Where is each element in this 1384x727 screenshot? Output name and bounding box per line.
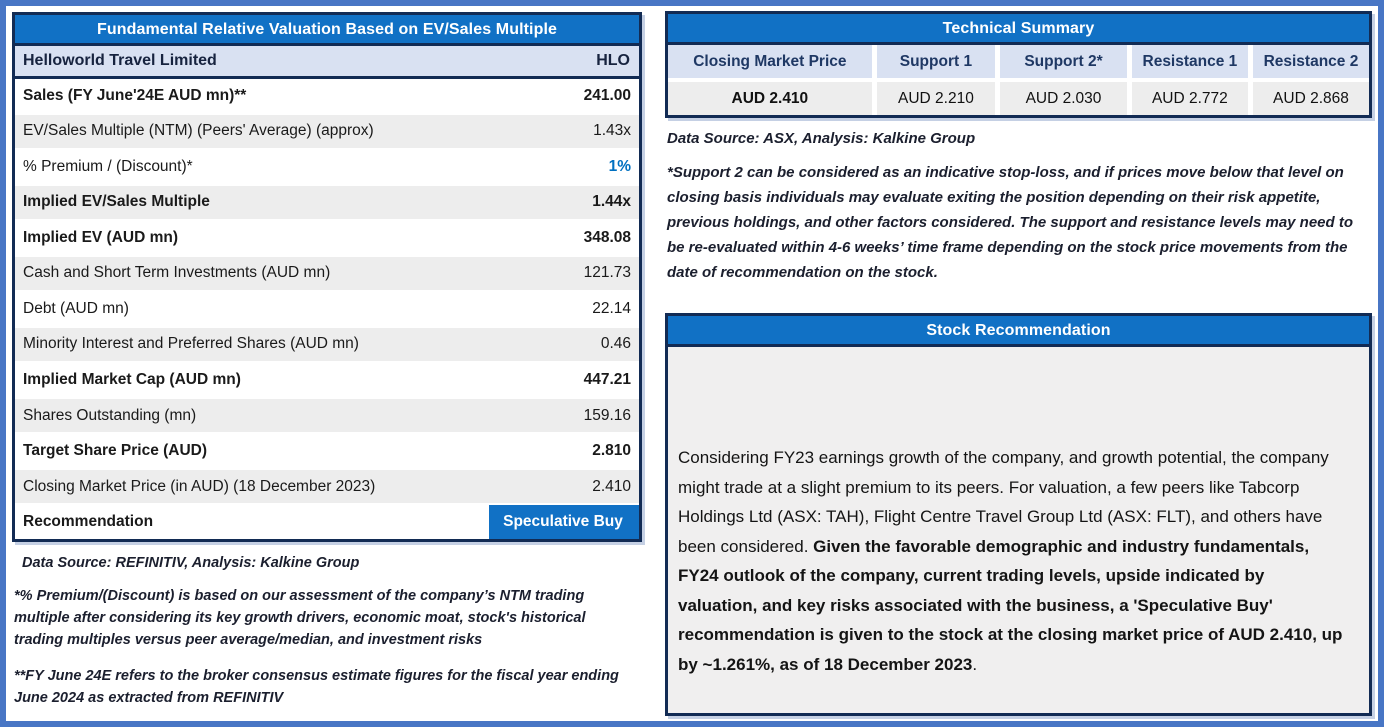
tech-value-cell: AUD 2.410: [668, 82, 872, 115]
row-label: % Premium / (Discount)*: [23, 157, 193, 175]
tech-column-header: Support 2*: [1000, 45, 1127, 78]
table-row: Implied Market Cap (AUD mn) 447.21: [15, 361, 639, 397]
stock-recommendation-title: Stock Recommendation: [668, 316, 1369, 347]
recommendation-badge: Speculative Buy: [489, 505, 639, 539]
row-value: 1.44x: [592, 193, 631, 211]
support-footnote: *Support 2 can be considered as an indic…: [667, 164, 1354, 281]
row-label: Recommendation: [23, 513, 154, 531]
row-label: Target Share Price (AUD): [23, 442, 208, 460]
recommendation-text-normal: Considering FY23 earnings growth of the …: [678, 448, 1329, 556]
row-value: 1%: [608, 157, 631, 175]
valuation-source-note: Data Source: REFINITIV, Analysis: Kalkin…: [22, 555, 360, 571]
table-row: Closing Market Price (in AUD) (18 Decemb…: [15, 467, 639, 504]
table-row: Target Share Price (AUD) 2.810: [15, 432, 639, 468]
table-row: EV/Sales Multiple (NTM) (Peers' Average)…: [15, 112, 639, 149]
row-label: Cash and Short Term Investments (AUD mn): [23, 264, 331, 282]
row-value: 22.14: [592, 299, 631, 317]
table-row: Sales (FY June'24E AUD mn)** 241.00: [15, 79, 639, 113]
row-value: 159.16: [583, 406, 631, 424]
table-row: Implied EV (AUD mn) 348.08: [15, 219, 639, 255]
row-value: 0.46: [600, 335, 631, 353]
tech-column-header: Support 1: [876, 45, 996, 78]
tech-value-cell: AUD 2.210: [876, 82, 996, 115]
recommendation-text-end: .: [972, 654, 978, 674]
valuation-notes: Data Source: REFINITIV, Analysis: Kalkin…: [12, 555, 634, 709]
row-label: Implied EV (AUD mn): [23, 228, 179, 246]
row-label: Sales (FY June'24E AUD mn)**: [23, 86, 247, 104]
tech-column-header: Closing Market Price: [668, 45, 872, 78]
valuation-rows: Sales (FY June'24E AUD mn)** 241.00 EV/Sal…: [15, 79, 639, 539]
table-row: Debt (AUD mn) 22.14: [15, 290, 639, 326]
row-value: 241.00: [583, 86, 631, 104]
row-label: Shares Outstanding (mn): [23, 406, 197, 424]
row-value: 447.21: [583, 371, 631, 389]
valuation-table-title: Fundamental Relative Valuation Based on …: [15, 15, 639, 46]
table-row: Minority Interest and Preferred Shares (…: [15, 325, 639, 362]
row-label: Implied EV/Sales Multiple: [23, 193, 210, 211]
row-value: 121.73: [583, 264, 631, 282]
recommendation-text-bold: Given the favorable demographic and indu…: [678, 536, 1343, 674]
fy-june-footnote: **FY June 24E refers to the broker conse…: [14, 668, 619, 706]
technical-summary-grid: Closing Market Price Support 1 Support 2* R…: [668, 45, 1369, 115]
tech-column-header: Resistance 1: [1131, 45, 1248, 78]
table-row: Implied EV/Sales Multiple 1.44x: [15, 183, 639, 220]
row-value: 2.810: [592, 442, 631, 460]
valuation-column: Fundamental Relative Valuation Based on …: [12, 11, 642, 716]
tech-column-header: Resistance 2: [1252, 45, 1369, 78]
premium-discount-footnote: *% Premium/(Discount) is based on our as…: [14, 588, 586, 648]
row-label: Implied Market Cap (AUD mn): [23, 371, 241, 389]
technical-summary-title: Technical Summary: [668, 14, 1369, 45]
row-value: 1.43x: [593, 122, 631, 140]
table-row: Shares Outstanding (mn) 159.16: [15, 396, 639, 433]
valuation-table: Fundamental Relative Valuation Based on …: [12, 12, 642, 542]
ticker-symbol: HLO: [596, 52, 630, 69]
row-label: Closing Market Price (in AUD) (18 Decemb…: [23, 477, 376, 495]
company-name: Helloworld Travel Limited: [23, 52, 217, 69]
stock-recommendation-box: Stock Recommendation Considering FY23 ea…: [665, 313, 1372, 716]
company-header-row: Helloworld Travel Limited HLO: [15, 46, 639, 79]
row-label: Debt (AUD mn): [23, 299, 129, 317]
tech-value-cell: AUD 2.772: [1131, 82, 1248, 115]
tech-value-cell: AUD 2.868: [1252, 82, 1369, 115]
table-row: % Premium / (Discount)* 1%: [15, 148, 639, 184]
row-label: EV/Sales Multiple (NTM) (Peers' Average)…: [23, 122, 374, 140]
row-value: 348.08: [583, 228, 631, 246]
table-row: Recommendation Speculative Buy: [15, 503, 639, 539]
stock-recommendation-body: Considering FY23 earnings growth of the …: [668, 347, 1369, 713]
row-value: 2.410: [592, 477, 631, 495]
technical-source-note: Data Source: ASX, Analysis: Kalkine Grou…: [667, 130, 976, 147]
row-label: Minority Interest and Preferred Shares (…: [23, 335, 359, 353]
table-row: Cash and Short Term Investments (AUD mn)…: [15, 254, 639, 291]
tech-value-cell: AUD 2.030: [1000, 82, 1127, 115]
technical-column: Technical Summary Closing Market Price Su…: [665, 11, 1372, 716]
technical-summary-table: Technical Summary Closing Market Price Su…: [665, 11, 1372, 118]
